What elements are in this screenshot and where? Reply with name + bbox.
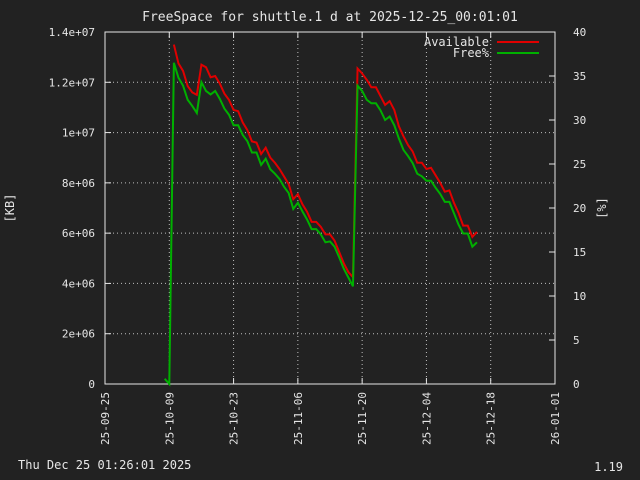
footer-timestamp: Thu Dec 25 01:26:01 2025 <box>18 458 191 472</box>
footer-version: 1.19 <box>594 460 623 474</box>
y2-tick-label: 25 <box>573 158 586 171</box>
y-tick-label: 0 <box>88 378 95 391</box>
y-axis-label: [KB] <box>3 194 17 223</box>
x-tick-label: 25-11-20 <box>356 392 369 445</box>
y-tick-label: 4e+06 <box>62 277 95 290</box>
y-tick-label: 1.4e+07 <box>49 26 95 39</box>
y2-axis-label: [%] <box>595 197 609 219</box>
x-tick-label: 26-01-01 <box>549 392 562 445</box>
y2-tick-label: 15 <box>573 246 586 259</box>
x-tick-label: 25-10-23 <box>228 392 241 445</box>
y2-tick-label: 5 <box>573 334 580 347</box>
x-tick-label: 25-12-18 <box>485 392 498 445</box>
left-axis-ticks: 0 2e+06 4e+06 6e+06 8e+06 1e+07 1.2e+07 1.4e+07 <box>49 26 111 391</box>
x-tick-label: 25-11-06 <box>292 392 305 445</box>
y-tick-label: 6e+06 <box>62 227 95 240</box>
y-tick-label: 2e+06 <box>62 328 95 341</box>
series-line-free-pct <box>163 62 478 387</box>
right-axis-ticks: 0 5 10 15 20 25 30 35 40 <box>549 26 586 391</box>
chart-title: FreeSpace for shuttle.1 d at 2025-12-25_… <box>142 10 518 25</box>
y-tick-label: 8e+06 <box>62 177 95 190</box>
y2-tick-label: 35 <box>573 70 586 83</box>
series-line-available <box>172 44 478 280</box>
x-tick-label: 25-10-09 <box>163 392 176 445</box>
grid <box>105 32 555 384</box>
x-axis-ticks: 25-09-25 25-10-09 25-10-23 25-11-06 25-11-20… <box>99 32 562 445</box>
y2-tick-label: 0 <box>573 378 580 391</box>
y2-tick-label: 10 <box>573 290 586 303</box>
x-tick-label: 25-09-25 <box>99 392 112 445</box>
y2-tick-label: 40 <box>573 26 586 39</box>
legend-label: Free% <box>453 46 490 60</box>
y2-tick-label: 20 <box>573 202 586 215</box>
legend-label: Available <box>424 35 489 49</box>
y2-tick-label: 30 <box>573 114 586 127</box>
x-tick-label: 25-12-04 <box>420 392 433 445</box>
series-group <box>163 44 478 387</box>
y-tick-label: 1e+07 <box>62 127 95 140</box>
y-tick-label: 1.2e+07 <box>49 76 95 89</box>
